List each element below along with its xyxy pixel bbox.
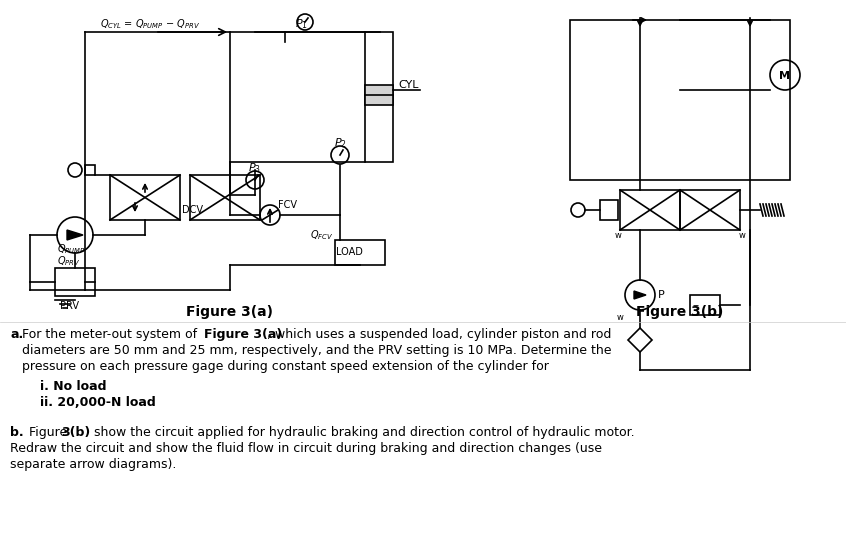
Text: --: -- bbox=[693, 300, 700, 310]
Text: Figure 3(a): Figure 3(a) bbox=[204, 328, 283, 341]
Text: FCV: FCV bbox=[278, 200, 297, 210]
Bar bbox=[690, 295, 720, 315]
Text: $P_2$: $P_2$ bbox=[334, 136, 347, 150]
Text: $P_1$: $P_1$ bbox=[295, 17, 308, 31]
Text: Figure: Figure bbox=[25, 426, 71, 439]
Bar bbox=[365, 85, 393, 105]
Text: P: P bbox=[658, 290, 665, 300]
Bar bbox=[620, 190, 680, 230]
Bar bbox=[600, 200, 618, 220]
Text: LOAD: LOAD bbox=[336, 247, 362, 257]
Text: $P_3$: $P_3$ bbox=[248, 161, 261, 175]
Text: diameters are 50 mm and 25 mm, respectively, and the PRV setting is 10 MPa. Dete: diameters are 50 mm and 25 mm, respectiv… bbox=[22, 344, 612, 357]
Text: 3(b): 3(b) bbox=[61, 426, 91, 439]
Text: separate arrow diagrams).: separate arrow diagrams). bbox=[10, 458, 176, 471]
Text: i. No load: i. No load bbox=[40, 380, 107, 393]
Text: Redraw the circuit and show the fluid flow in circuit during braking and directi: Redraw the circuit and show the fluid fl… bbox=[10, 442, 602, 455]
Text: Figure 3(a): Figure 3(a) bbox=[186, 305, 273, 319]
Text: DCV: DCV bbox=[182, 205, 203, 215]
Bar bbox=[680, 190, 740, 230]
Text: $Q_{PUMP}$: $Q_{PUMP}$ bbox=[57, 242, 85, 256]
Text: $Q_{PRV}$: $Q_{PRV}$ bbox=[57, 254, 80, 268]
Text: a.: a. bbox=[10, 328, 23, 341]
Bar bbox=[110, 175, 180, 220]
Bar bbox=[190, 175, 260, 220]
Bar bbox=[85, 165, 95, 175]
Text: $Q_{CYL}$ = $Q_{PUMP}$ − $Q_{PRV}$: $Q_{CYL}$ = $Q_{PUMP}$ − $Q_{PRV}$ bbox=[100, 17, 201, 31]
Polygon shape bbox=[67, 230, 83, 240]
Text: ii. 20,000-N load: ii. 20,000-N load bbox=[40, 396, 156, 409]
Text: CYL: CYL bbox=[398, 80, 419, 90]
Text: b.: b. bbox=[10, 426, 24, 439]
Text: pressure on each pressure gage during constant speed extension of the cylinder f: pressure on each pressure gage during co… bbox=[22, 360, 549, 373]
Text: show the circuit applied for hydraulic braking and direction control of hydrauli: show the circuit applied for hydraulic b… bbox=[90, 426, 635, 439]
Bar bbox=[570, 20, 790, 180]
Polygon shape bbox=[634, 291, 646, 299]
Text: Figure 3(b): Figure 3(b) bbox=[636, 305, 723, 319]
Text: , which uses a suspended load, cylinder piston and rod: , which uses a suspended load, cylinder … bbox=[267, 328, 612, 341]
Text: w: w bbox=[617, 313, 624, 322]
Bar bbox=[335, 240, 385, 265]
Text: $Q_{FCV}$: $Q_{FCV}$ bbox=[310, 228, 333, 242]
Bar bbox=[365, 32, 393, 162]
Text: w: w bbox=[614, 231, 622, 240]
Text: PRV: PRV bbox=[60, 301, 79, 311]
Text: M: M bbox=[779, 71, 790, 81]
Text: For the meter-out system of: For the meter-out system of bbox=[22, 328, 201, 341]
Bar bbox=[55, 268, 95, 296]
Text: w: w bbox=[739, 231, 745, 240]
